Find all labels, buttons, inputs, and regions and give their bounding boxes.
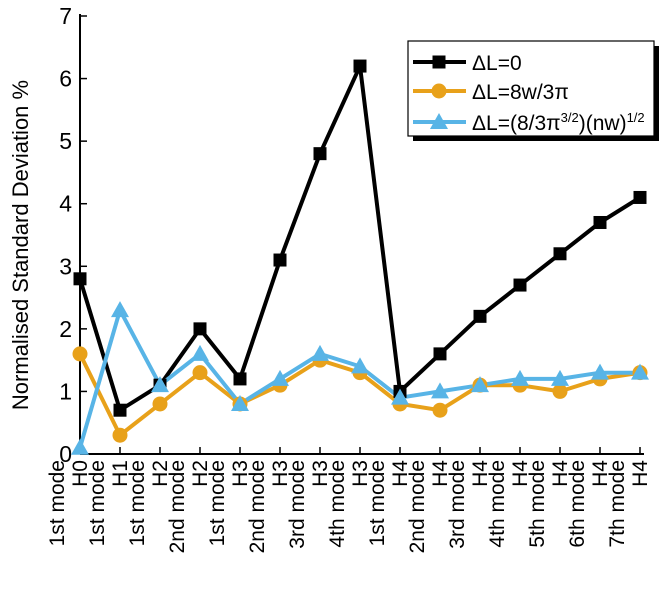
x-tick-label-bottom-6: 3rd mode <box>286 460 309 549</box>
x-tick-label-top-7: H3 <box>349 460 372 487</box>
series-2-point-6 <box>311 344 329 361</box>
x-tick-label-bottom-2: 1st mode <box>126 460 149 546</box>
y-tick-label-6: 6 <box>59 66 72 92</box>
x-tick-label-top-4: H3 <box>229 460 252 487</box>
series-0-point-13 <box>593 215 607 229</box>
legend: ΔL=0 ΔL=8w/3π ΔL=(8/3π3/2)(nw)1/2 <box>407 40 659 141</box>
x-tick-label-bottom-0: 1st mode <box>46 460 69 546</box>
series-2-point-10 <box>471 376 489 393</box>
legend-label-2-part2: )(nw) <box>579 112 627 135</box>
x-tick-label-top-11: H4 <box>509 460 532 487</box>
x-tick-label-bottom-12: 5th mode <box>526 460 549 548</box>
y-tick-label-0: 0 <box>59 441 72 467</box>
x-tick-label-bottom-9: 2nd mode <box>406 460 429 553</box>
series-1-point-3 <box>192 365 208 381</box>
series-2-point-1 <box>111 301 129 318</box>
series-2-point-7 <box>351 357 369 374</box>
legend-label-2-sup1: 3/2 <box>561 110 579 125</box>
x-tick-label-top-2: H2 <box>149 460 172 487</box>
series-2-point-0 <box>71 438 89 455</box>
legend-label-0: ΔL=0 <box>472 52 522 75</box>
y-axis-label: Normalised Standard Deviation % <box>8 80 33 410</box>
legend-label-2-part1: ΔL=(8/3π <box>472 112 561 135</box>
series-2-point-14 <box>631 363 649 380</box>
series-0-point-6 <box>313 147 327 161</box>
x-tick-label-top-0: H0 <box>69 460 92 487</box>
series-0-point-5 <box>273 253 287 267</box>
x-tick-label-bottom-1: 1st mode <box>86 460 109 546</box>
y-tick-label-7: 7 <box>59 3 72 29</box>
series-0-point-10 <box>473 309 487 323</box>
x-tick-label-top-12: H4 <box>549 460 572 487</box>
series-0-point-14 <box>633 190 647 204</box>
series-0-point-11 <box>513 278 527 292</box>
x-tick-label-bottom-4: 1st mode <box>206 460 229 546</box>
series-2-point-12 <box>551 369 569 386</box>
series-0-point-3 <box>193 322 207 336</box>
legend-marker-2 <box>430 113 448 129</box>
x-tick-label-bottom-14: 7th mode <box>606 460 629 548</box>
series-0-point-4 <box>233 372 247 386</box>
series-2-point-3 <box>191 344 209 361</box>
x-tick-label-bottom-8: 1st mode <box>366 460 389 546</box>
series-1-point-9 <box>432 402 448 418</box>
x-tick-label-top-5: H3 <box>269 460 292 487</box>
axes: 0 1 2 3 4 5 6 7 Normalised Standard Deviation % H… <box>8 3 652 553</box>
x-tick-label-bottom-3: 2nd mode <box>166 460 189 553</box>
series-2-point-11 <box>511 369 529 386</box>
series-0-point-1 <box>113 403 127 417</box>
legend-label-2-sup2: 1/2 <box>627 110 645 125</box>
x-tick-label-top-13: H4 <box>589 460 612 487</box>
series-2-point-9 <box>431 382 449 399</box>
series-1-point-2 <box>152 396 168 412</box>
x-tick-label-top-14: H4 <box>629 460 652 487</box>
x-tick-label-bottom-13: 6th mode <box>566 460 589 548</box>
x-tick-label-bottom-5: 2nd mode <box>246 460 269 553</box>
series-2-point-2 <box>151 376 169 393</box>
x-tick-label-bottom-10: 3rd mode <box>446 460 469 549</box>
legend-shadow-right <box>654 46 659 141</box>
legend-shadow <box>413 136 659 141</box>
x-tick-label-top-8: H4 <box>389 460 412 487</box>
series-0-point-9 <box>433 347 447 361</box>
y-tick-label-4: 4 <box>59 191 72 217</box>
x-tick-label-bottom-7: 4th mode <box>326 460 349 548</box>
series-1-point-1 <box>112 427 128 443</box>
x-tick-label-top-3: H2 <box>189 460 212 487</box>
x-tick-label-top-6: H3 <box>309 460 332 487</box>
series-0-point-0 <box>73 272 87 286</box>
y-tick-label-1: 1 <box>59 378 72 404</box>
x-tick-label-bottom-11: 4th mode <box>486 460 509 548</box>
x-tick-label-top-1: H1 <box>109 460 132 487</box>
series-0-point-7 <box>353 59 367 73</box>
legend-label-1: ΔL=8w/3π <box>472 81 569 104</box>
legend-marker-1 <box>431 83 447 99</box>
series-1-point-12 <box>552 383 568 399</box>
series-2-point-5 <box>271 369 289 386</box>
y-tick-label-3: 3 <box>59 253 72 279</box>
y-tick-label-2: 2 <box>59 316 72 342</box>
series-2-point-8 <box>391 388 409 405</box>
series-layer <box>71 59 649 455</box>
x-tick-label-top-10: H4 <box>469 460 492 487</box>
legend-label-2: ΔL=(8/3π3/2)(nw)1/2 <box>472 110 645 135</box>
series-2-point-4 <box>231 394 249 411</box>
series-2-point-13 <box>591 363 609 380</box>
legend-marker-0 <box>432 55 446 69</box>
y-tick-label-5: 5 <box>59 128 72 154</box>
x-tick-label-top-9: H4 <box>429 460 452 487</box>
series-0-point-12 <box>553 247 567 261</box>
series-1-point-0 <box>72 346 88 362</box>
